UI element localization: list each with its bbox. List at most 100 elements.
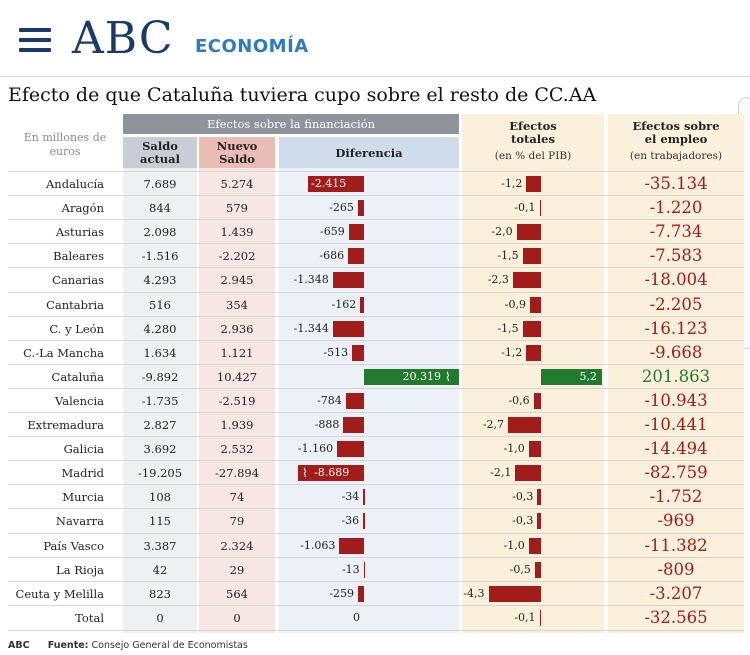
diferencia-bar [363, 513, 365, 530]
nuevo-value: 5.274 [220, 177, 254, 191]
diferencia-bar [332, 320, 364, 337]
efectos-value: -1,0 [503, 442, 525, 456]
empleo-value: -82.759 [644, 463, 708, 483]
diferencia-bar [308, 176, 364, 192]
diferencia-bar [357, 200, 364, 217]
diferencia-value: -1.160 [297, 442, 334, 456]
diferencia-value: -162 [331, 297, 357, 311]
empleo-value: -1.220 [649, 198, 703, 218]
saldo-value: 2.827 [143, 418, 177, 432]
diferencia-bar [332, 272, 364, 289]
efectos-bar [530, 296, 541, 313]
row-separator [8, 580, 744, 582]
efectos-bar [528, 441, 541, 458]
diferencia-value: -2.415 [311, 177, 347, 190]
empleo-value: -969 [657, 511, 695, 531]
region-label: Asturias [55, 225, 104, 240]
header-divider [0, 76, 750, 77]
diferencia-value: -1.344 [293, 321, 329, 335]
efectos-value: -0,9 [504, 297, 527, 311]
row-separator [8, 363, 744, 365]
nuevo-value: 354 [226, 297, 248, 312]
diferencia-bar [339, 537, 364, 554]
financiacion-group-header: Efectos sobre la financiación [123, 114, 459, 134]
efectos-bar [522, 320, 541, 337]
efectos-bar [539, 609, 541, 626]
saldo-header-cell [123, 137, 197, 168]
diferencia-value: -1.348 [293, 273, 329, 287]
row-separator [8, 604, 744, 606]
row-separator [8, 629, 744, 631]
region-label: La Rioja [56, 562, 104, 577]
efectos-value: -4,3 [463, 586, 485, 600]
efectos-bar [541, 368, 602, 385]
empleo-value: -7.734 [649, 222, 703, 242]
row-separator [8, 291, 744, 293]
diferencia-value: 20.319 [402, 369, 442, 383]
nuevo-value: -27.894 [214, 466, 260, 481]
diferencia-value: -888 [314, 418, 340, 431]
efectos-bar [526, 176, 541, 192]
row-separator [8, 460, 744, 462]
saldo-value: 3.387 [143, 538, 177, 553]
efectos-bar [512, 272, 541, 289]
section-label[interactable]: ECONOMÍA [195, 36, 309, 57]
saldo-value: -9.892 [141, 369, 179, 384]
source-footer: ABC Fuente: Consejo General de Economist… [8, 640, 248, 651]
empleo-value: -14.494 [644, 439, 708, 459]
saldo-value: 4.280 [143, 321, 177, 336]
efectos-value: -1,5 [497, 249, 519, 263]
saldo-value: 823 [149, 586, 171, 601]
region-label: Andalucía [46, 177, 104, 191]
source-label: Fuente: [47, 640, 89, 651]
diferencia-value: -686 [319, 249, 345, 263]
nuevo-value: 1.939 [220, 418, 254, 432]
nuevo-value: 29 [229, 562, 245, 577]
empleo-value: -3.207 [649, 583, 703, 603]
row-separator [8, 508, 744, 510]
efectos-value: -0,3 [512, 490, 534, 504]
nuevo-value: 2.532 [220, 442, 254, 457]
unit-note: En millones de euros [23, 131, 107, 158]
empleo-value: -32.565 [644, 607, 708, 627]
nuevo-header: Nuevo Saldo [216, 139, 258, 166]
menu-icon[interactable] [19, 28, 51, 52]
region-label: Cantabria [46, 297, 104, 312]
saldo-value: 0 [156, 610, 164, 625]
saldo-value: 4.293 [143, 273, 177, 288]
empleo-value: 201.863 [641, 366, 711, 386]
diferencia-value: -34 [341, 490, 360, 504]
saldo-header: Saldo actual [140, 139, 180, 166]
efectos-bar [537, 489, 541, 506]
region-label: Galicia [63, 442, 104, 457]
diferencia-value: -13 [341, 562, 360, 576]
diferencia-value: -1.063 [300, 538, 336, 552]
nuevo-value: -2.519 [218, 393, 256, 408]
saldo-value: 7.689 [143, 177, 177, 191]
efectos-value: -0,1 [514, 201, 536, 215]
diferencia-bar [363, 561, 366, 578]
efectos-value: -2,3 [487, 273, 509, 287]
saldo-value: 1.634 [143, 345, 177, 360]
row-separator [8, 195, 744, 197]
nuevo-value: 10.427 [216, 369, 258, 384]
efectos-bar [522, 248, 541, 265]
diferencia-value: -259 [329, 586, 354, 600]
bar-break-mark: ⌇ [445, 369, 451, 384]
diferencia-bar [357, 585, 364, 602]
saldo-value: 3.692 [143, 442, 177, 457]
empleo-value: -7.583 [649, 246, 703, 266]
empleo-value: -1.752 [649, 487, 703, 507]
region-label: Valencia [55, 393, 104, 408]
nuevo-value: 2.936 [220, 321, 254, 336]
chart-title: Efecto de que Cataluña tuviera cupo sobr… [8, 84, 597, 106]
efectos-subheader: (en % del PIB) [494, 150, 572, 162]
region-label: Murcia [62, 490, 104, 505]
abc-logo[interactable]: ABC [72, 13, 174, 64]
diferencia-bar [345, 392, 364, 409]
saldo-value: 42 [152, 562, 168, 577]
nuevo-value: 579 [226, 201, 248, 216]
empleo-value: -809 [657, 559, 695, 579]
efectos-header: Efectos totales [509, 119, 557, 146]
row-separator [8, 315, 744, 317]
